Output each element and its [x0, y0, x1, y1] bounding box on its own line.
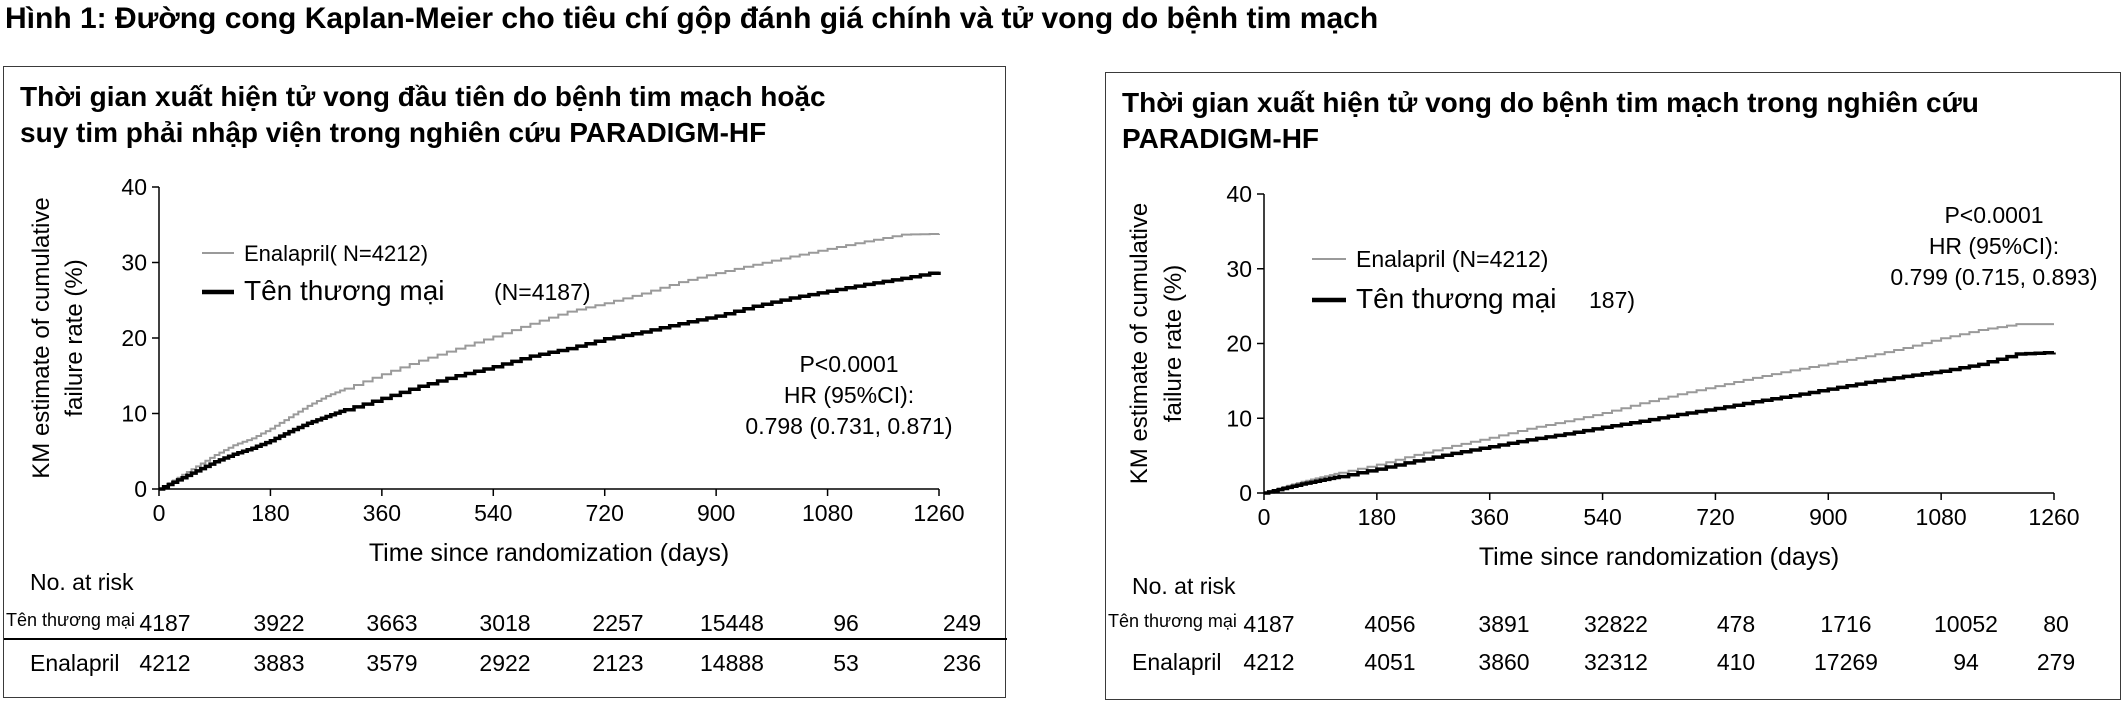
- km-chart-plot: 0 10 20 30 40 0 180 360 540 720 900 1080 1260 Time si…: [1126, 181, 2098, 571]
- stats-annotation: 0.799 (0.715, 0.893): [1890, 264, 2097, 290]
- x-tick-label: 360: [363, 500, 401, 526]
- x-tick-label: 1080: [802, 500, 853, 526]
- y-tick-label: 40: [1226, 181, 1252, 207]
- y-tick-label: 0: [134, 476, 147, 502]
- risk-table-cell: 410: [1716, 649, 1756, 675]
- y-tick-label: 30: [1226, 256, 1252, 282]
- legend-label-n: 187): [1589, 287, 1635, 313]
- x-tick-label: 540: [1583, 504, 1621, 530]
- risk-table-header: No. at risk: [30, 569, 134, 595]
- stats-annotation: HR (95%CI):: [784, 382, 914, 408]
- risk-table-cell: 96: [833, 610, 859, 636]
- risk-table-cell: 3579: [366, 650, 418, 676]
- risk-table-cell: 10052: [1934, 611, 1998, 637]
- risk-table-cell: 4212: [1243, 649, 1295, 675]
- y-tick-label: 0: [1239, 480, 1252, 506]
- legend-label-n: (N=4187): [494, 279, 591, 305]
- y-tick-label: 20: [121, 325, 147, 351]
- risk-table-divider: [4, 638, 1007, 640]
- risk-table-cell: 4187: [139, 610, 191, 636]
- risk-table-cell: 80: [2043, 611, 2069, 637]
- legend-label-enalapril: Enalapril (N=4212): [1356, 246, 1548, 272]
- risk-table-cell: 236: [942, 650, 982, 676]
- km-chart-panel-cv-death: Thời gian xuất hiện tử vong do bệnh tim …: [1105, 72, 2121, 700]
- risk-table-cell: 4187: [1243, 611, 1295, 637]
- risk-table-cell: 17269: [1814, 649, 1878, 675]
- risk-table-cell: 478: [1716, 611, 1756, 637]
- risk-table-cell: 3891: [1478, 611, 1530, 637]
- risk-table-cell: 4051: [1364, 649, 1416, 675]
- risk-table-cell: 4056: [1364, 611, 1416, 637]
- y-tick-label: 10: [1226, 405, 1252, 431]
- risk-table-cell: 94: [1953, 649, 1979, 675]
- x-tick-label: 180: [251, 500, 289, 526]
- stats-annotation: HR (95%CI):: [1929, 233, 2059, 259]
- x-tick-label: 900: [1809, 504, 1847, 530]
- risk-table-cell: 3018: [479, 610, 531, 636]
- x-tick-label: 1260: [2028, 504, 2079, 530]
- risk-table-header: No. at risk: [1132, 573, 1236, 599]
- series-line-enalapril: [1264, 323, 2054, 494]
- risk-table-cell: 3922: [253, 610, 305, 636]
- x-axis-label: Time since randomization (days): [369, 539, 729, 567]
- x-tick-label: 900: [697, 500, 735, 526]
- legend-label-enalapril: Enalapril( N=4212): [244, 241, 428, 266]
- risk-table-cell: 279: [2036, 649, 2076, 675]
- y-axis-label: failure rate (%): [61, 259, 88, 416]
- y-axis-label: KM estimate of cumulative: [28, 197, 55, 478]
- risk-table-cell: 2123: [592, 650, 644, 676]
- x-tick-label: 180: [1358, 504, 1396, 530]
- series-line-brand: [159, 271, 941, 491]
- x-tick-label: 360: [1471, 504, 1509, 530]
- y-tick-label: 20: [1226, 331, 1252, 357]
- risk-table-cell: 32312: [1584, 649, 1648, 675]
- risk-row-label-brand: Tên thương mại: [1108, 611, 1237, 631]
- risk-row-label-enalapril: Enalapril: [1132, 649, 1222, 675]
- series-line-brand: [1264, 351, 2056, 495]
- risk-table-cell: 4212: [139, 650, 191, 676]
- risk-table-cell: 53: [833, 650, 859, 676]
- risk-table-cell: 3860: [1478, 649, 1530, 675]
- legend-label-brand: Tên thương mại: [244, 275, 445, 306]
- stats-annotation: 0.798 (0.731, 0.871): [745, 413, 952, 439]
- x-tick-label: 0: [1258, 504, 1271, 530]
- risk-table-cell: 32822: [1584, 611, 1648, 637]
- risk-table-cell: 249: [942, 610, 982, 636]
- x-tick-label: 0: [153, 500, 166, 526]
- x-tick-label: 720: [586, 500, 624, 526]
- risk-table-cell: 2922: [479, 650, 531, 676]
- risk-table-cell: 15448: [700, 610, 764, 636]
- x-tick-label: 720: [1696, 504, 1734, 530]
- risk-table-cell: 14888: [700, 650, 764, 676]
- legend-label-brand: Tên thương mại: [1356, 283, 1557, 314]
- km-chart-panel-composite: Thời gian xuất hiện tử vong đầu tiên do …: [3, 66, 1007, 698]
- risk-row-label-brand: Tên thương mại: [6, 610, 135, 630]
- risk-table-cell: 2257: [592, 610, 644, 636]
- chart-title: Thời gian xuất hiện tử vong đầu tiên do …: [20, 81, 826, 148]
- figure-title: Hình 1: Đường cong Kaplan-Meier cho tiêu…: [5, 2, 1379, 35]
- risk-row-label-enalapril: Enalapril: [30, 650, 120, 676]
- risk-table-cell: 1716: [1820, 611, 1872, 637]
- y-tick-label: 30: [121, 250, 147, 276]
- y-axis-label: failure rate (%): [1160, 265, 1187, 422]
- x-axis-label: Time since randomization (days): [1479, 543, 1839, 571]
- risk-table-cell: 3663: [366, 610, 418, 636]
- stats-annotation: P<0.0001: [1944, 202, 2043, 228]
- series-line-enalapril: [159, 233, 940, 490]
- risk-table-cell: 3883: [253, 650, 305, 676]
- y-tick-label: 10: [121, 401, 147, 427]
- y-axis-label: KM estimate of cumulative: [1126, 203, 1153, 484]
- stats-annotation: P<0.0001: [799, 351, 898, 377]
- x-tick-label: 1260: [913, 500, 964, 526]
- y-tick-label: 40: [121, 174, 147, 200]
- x-tick-label: 1080: [1916, 504, 1967, 530]
- km-chart-plot: 0 10 20 30 40 0 180 360 540 720 900 1080 1260 Time si…: [28, 174, 965, 567]
- chart-title: Thời gian xuất hiện tử vong do bệnh tim …: [1122, 87, 1979, 154]
- x-tick-label: 540: [474, 500, 512, 526]
